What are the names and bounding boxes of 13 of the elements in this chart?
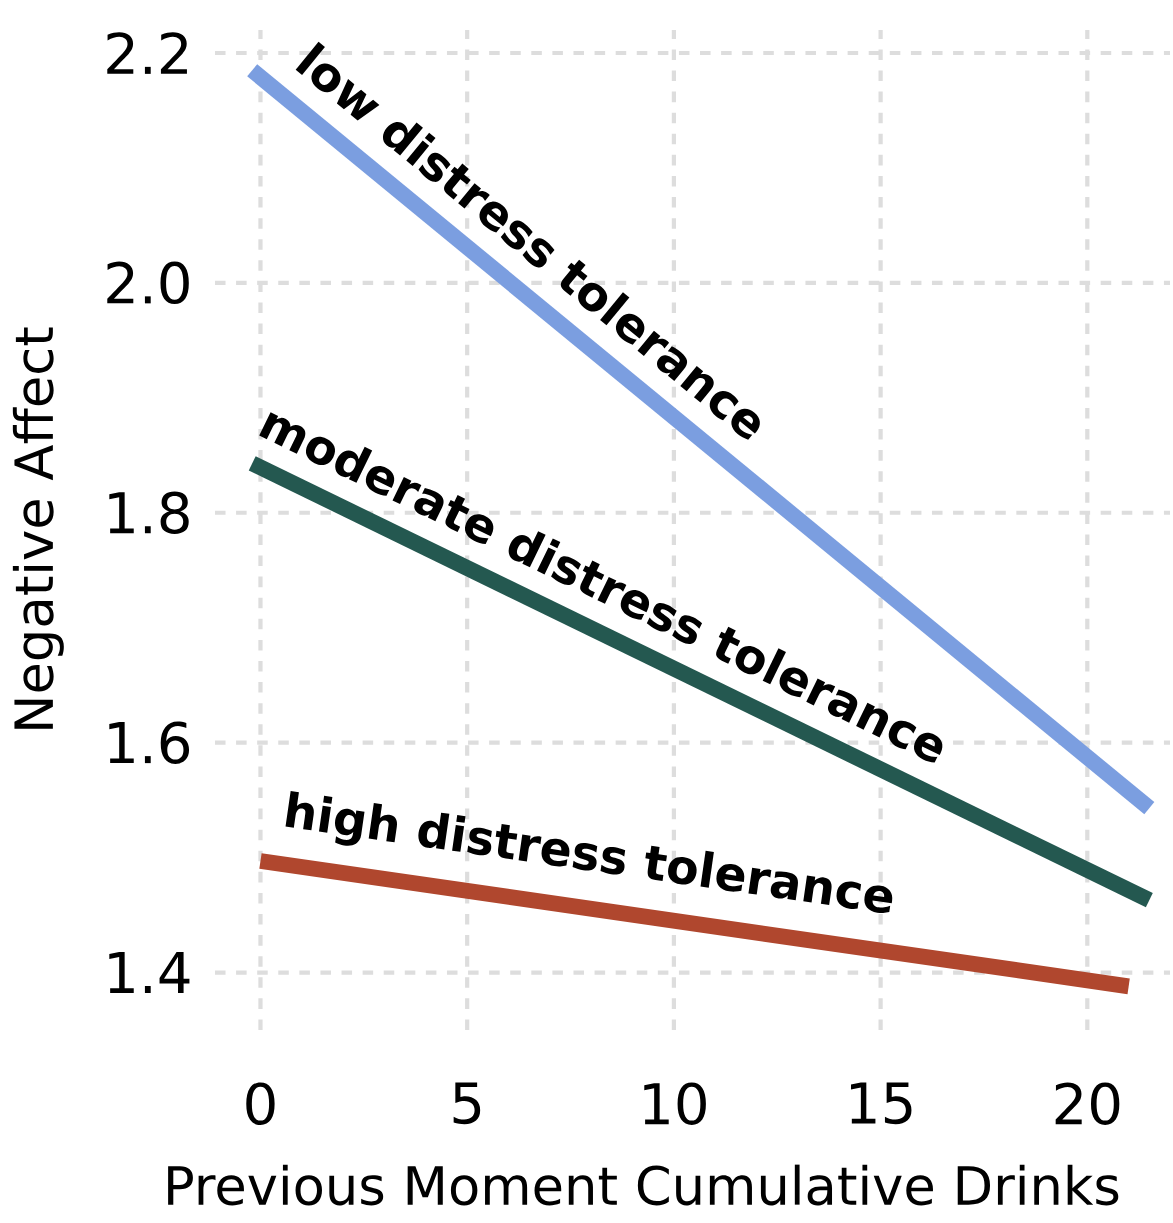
- annotation: high distress tolerance: [285, 790, 893, 913]
- x-tick-label: 15: [851, 1082, 912, 1125]
- x-tick-label: 20: [1055, 1082, 1120, 1125]
- y-tick-label: 1.4: [109, 952, 190, 994]
- y-tick-label: 1.6: [109, 721, 190, 764]
- y-tick-label: 2.0: [107, 261, 189, 305]
- x-tick-label: 5: [453, 1082, 481, 1125]
- x-tick-label: 10: [644, 1082, 706, 1125]
- y-tick-label: 1.8: [109, 491, 189, 535]
- y-axis-title: Negative Affect: [12, 327, 64, 729]
- x-tick-label: 0: [246, 1082, 275, 1125]
- y-tick-label: 2.2: [107, 32, 187, 74]
- x-axis-title: Previous Moment Cumulative Drinks: [168, 1164, 1119, 1206]
